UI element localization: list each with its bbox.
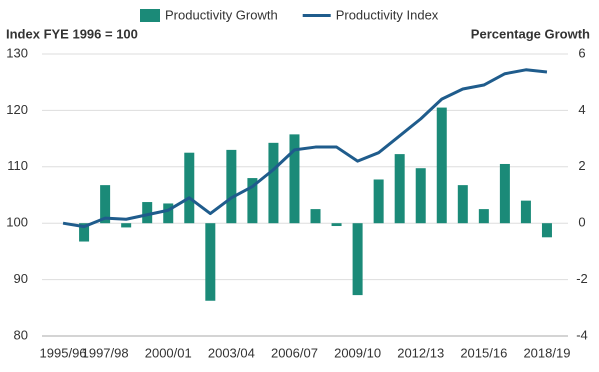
bar [394, 154, 405, 224]
bar [205, 223, 216, 301]
bar [184, 152, 195, 224]
bar [79, 223, 90, 242]
bar [289, 134, 300, 224]
y-tick-label: 90 [14, 271, 28, 286]
y2-tick-label: 6 [578, 45, 585, 60]
line [62, 68, 548, 229]
bar [499, 163, 510, 224]
bar [163, 203, 174, 224]
legend-label: Productivity Growth [165, 7, 278, 22]
y-tick-label: 110 [7, 158, 28, 173]
bar [226, 149, 237, 224]
y2-tick-label: -2 [576, 271, 588, 286]
bar [541, 223, 552, 238]
y2-tick-label: 0 [578, 215, 585, 230]
y2-axis-title: Percentage Growth [471, 26, 590, 41]
bar [268, 142, 279, 224]
x-tick-label: 2000/01 [145, 345, 192, 360]
x-tick-label: 2009/10 [334, 345, 381, 360]
bar [373, 179, 384, 224]
x-tick-label: 1997/98 [82, 345, 129, 360]
y-tick-label: 80 [14, 327, 28, 342]
bar [520, 200, 531, 224]
x-tick-label: 2006/07 [271, 345, 318, 360]
x-tick-label: 2018/19 [523, 345, 570, 360]
bar [100, 185, 111, 224]
x-tick-label: 2015/16 [460, 345, 507, 360]
bar [247, 178, 258, 224]
y-axis-title: Index FYE 1996 = 100 [6, 26, 138, 41]
bar [310, 209, 321, 224]
y2-tick-label: 4 [578, 102, 585, 117]
y-tick-label: 130 [6, 45, 28, 60]
y-tick-label: 120 [6, 102, 28, 117]
bar [331, 223, 342, 227]
x-tick-label: 1995/96 [40, 345, 87, 360]
legend-swatch [140, 9, 160, 22]
y2-tick-label: -4 [576, 327, 588, 342]
bar [436, 107, 447, 224]
y2-tick-label: 2 [578, 158, 585, 173]
bar [142, 202, 153, 224]
y-tick-label: 100 [6, 215, 28, 230]
x-tick-label: 2003/04 [208, 345, 255, 360]
bar [457, 185, 468, 224]
legend-label: Productivity Index [336, 7, 439, 22]
bar [352, 223, 363, 296]
bar [121, 223, 132, 228]
x-tick-label: 2012/13 [397, 345, 444, 360]
bar [415, 168, 426, 224]
bar [478, 209, 489, 224]
